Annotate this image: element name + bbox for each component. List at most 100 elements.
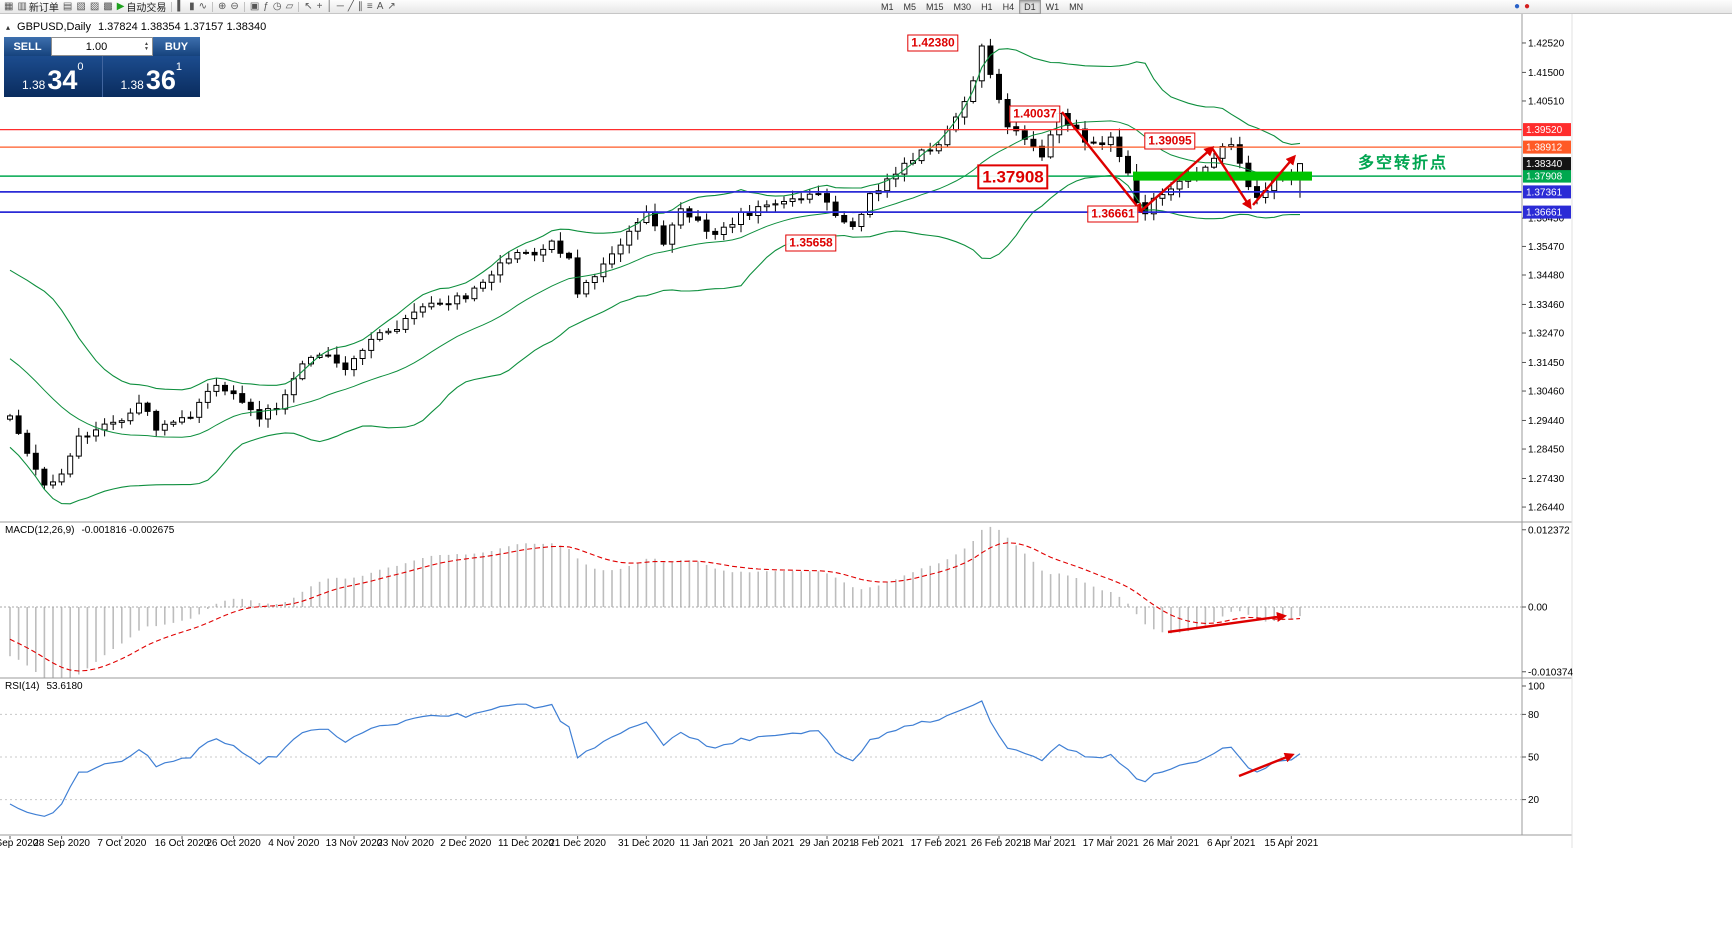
- tile-windows-icon[interactable]: ▣: [248, 0, 261, 13]
- trend-arrow[interactable]: [1210, 147, 1252, 210]
- candle-bull: [127, 412, 134, 422]
- candle-bull: [806, 193, 813, 200]
- candle-bull: [505, 258, 512, 264]
- volume-increase-button[interactable]: ▲: [144, 40, 149, 47]
- market-watch-icon[interactable]: ▨: [88, 0, 101, 13]
- bid-price-big: 34: [47, 65, 78, 95]
- candle-bear: [660, 225, 667, 245]
- line-chart-icon[interactable]: ∿: [197, 0, 209, 13]
- bid-price-prefix: 1.38: [21, 78, 46, 92]
- candle-bull: [548, 240, 555, 251]
- trend-arrow[interactable]: [1238, 752, 1295, 778]
- time-tick-label: 11 Dec 2020: [498, 838, 554, 849]
- price-tick-label: 1.30460: [1528, 387, 1565, 398]
- volume-field[interactable]: 1.00 ▲ ▼: [51, 37, 153, 56]
- candle-bull: [677, 208, 684, 226]
- chart-window-icon[interactable]: ▤: [61, 0, 74, 13]
- time-tick-label: 17 Mar 2021: [1083, 838, 1140, 849]
- charts-grid-icon[interactable]: ▦: [2, 0, 15, 13]
- trend-arrow[interactable]: [1252, 154, 1296, 206]
- candle-bull: [58, 473, 65, 483]
- candle-bull: [1107, 136, 1114, 146]
- timeframe-m30-button[interactable]: M30: [953, 2, 972, 12]
- ask-price-button[interactable]: 1.38 36 1: [103, 56, 201, 97]
- price-scale-badge: [1523, 157, 1571, 171]
- candle-bear: [41, 468, 48, 486]
- periods-icon[interactable]: ◷: [271, 0, 284, 13]
- candle-bull: [84, 435, 91, 438]
- candle-bull: [961, 101, 968, 118]
- rsi-tick-label: 80: [1528, 710, 1540, 721]
- price-scale-badge: [1523, 185, 1571, 199]
- horizontal-line-icon[interactable]: ─: [335, 0, 346, 13]
- record-icon[interactable]: ●: [1522, 1, 1532, 14]
- candle-bear: [1090, 141, 1097, 144]
- toolbar-separator: [171, 1, 173, 12]
- collapse-caret-icon[interactable]: ▴: [6, 22, 11, 32]
- channel-icon-glyph: ∥: [357, 0, 363, 12]
- price-tick-label: 1.35470: [1528, 242, 1565, 253]
- timeframe-w1-button[interactable]: W1: [1045, 2, 1060, 12]
- timeframe-m1-button[interactable]: M1: [881, 2, 894, 12]
- bar-chart-icon-glyph: ▍: [177, 0, 186, 12]
- candle-bull: [290, 378, 297, 396]
- tile-windows-icon-glyph: ▣: [249, 0, 260, 12]
- vertical-line-icon[interactable]: │: [325, 0, 335, 13]
- candle-bear: [695, 216, 701, 221]
- sell-button[interactable]: SELL: [4, 37, 51, 56]
- candle-bear: [996, 73, 1002, 100]
- timeframe-mn-button[interactable]: MN: [1069, 2, 1084, 12]
- trend-arrow[interactable]: [1140, 145, 1215, 212]
- chart-profile-icon[interactable]: ●: [1512, 1, 1522, 14]
- candle-bull: [179, 417, 185, 423]
- bar-chart-icon[interactable]: ▍: [175, 0, 187, 13]
- market-watch-icon-glyph: ▨: [89, 0, 100, 12]
- candle-bull: [1159, 194, 1166, 199]
- macd-tick-label: -0.010374: [1528, 667, 1573, 678]
- candlestick-chart-icon-glyph: ▮: [189, 0, 195, 12]
- timeframe-h1-button[interactable]: H1: [981, 2, 993, 12]
- support-zone-rect[interactable]: [1133, 171, 1312, 181]
- buy-button[interactable]: BUY: [153, 37, 200, 56]
- volume-decrease-button[interactable]: ▼: [144, 45, 149, 52]
- data-window-icon[interactable]: ▩: [101, 0, 114, 13]
- trend-arrow[interactable]: [1061, 111, 1143, 214]
- cursor-icon[interactable]: ↖: [302, 0, 314, 13]
- templates-icon[interactable]: ▱: [284, 0, 296, 13]
- candle-bull: [978, 45, 985, 82]
- candle-bear: [703, 219, 710, 232]
- data-window-icon-glyph: ▩: [103, 0, 113, 12]
- candle-bull: [325, 354, 332, 357]
- timeframe-m15-button[interactable]: M15: [926, 2, 944, 12]
- candlestick-chart-icon[interactable]: ▮: [187, 0, 197, 13]
- macd-tick-label: 0.012372: [1528, 525, 1570, 536]
- arrows-icon[interactable]: ↗: [385, 0, 397, 13]
- trendline-icon[interactable]: ╱: [346, 0, 356, 13]
- text-label-icon[interactable]: A: [375, 0, 386, 13]
- timeframe-h4-button[interactable]: H4: [1002, 2, 1015, 12]
- indicators-icon[interactable]: ƒ: [261, 0, 271, 13]
- candle-bull: [781, 201, 787, 205]
- zoom-out-icon[interactable]: ⊖: [228, 0, 240, 13]
- fibonacci-icon-glyph: ≡: [366, 0, 373, 12]
- auto-trading-button[interactable]: ▶ 自动交易: [115, 0, 169, 15]
- crosshair-icon[interactable]: +: [315, 0, 325, 13]
- fibonacci-icon[interactable]: ≡: [365, 0, 375, 13]
- price-tick-label: 1.27430: [1528, 474, 1565, 485]
- candle-bull: [755, 206, 762, 217]
- candlesticks: [7, 38, 1303, 490]
- timeframe-m5-button[interactable]: M5: [903, 2, 917, 12]
- trend-arrow[interactable]: [1167, 611, 1287, 634]
- bollinger-middle-line: [9, 120, 1301, 438]
- candle-bull: [402, 318, 409, 330]
- bid-price-button[interactable]: 1.38 34 0: [4, 56, 102, 97]
- rsi-tick-label: 100: [1528, 682, 1545, 693]
- timeframe-d1-button[interactable]: D1: [1019, 0, 1041, 14]
- channel-icon[interactable]: ∥: [356, 0, 365, 13]
- new-order-button[interactable]: ▥ 新订单: [15, 0, 60, 15]
- auto-trading-glyph: ▶: [116, 0, 125, 12]
- time-tick-label: 20 Jan 2021: [739, 838, 794, 849]
- zoom-in-icon[interactable]: ⊕: [216, 0, 228, 13]
- time-tick-label: 6 Apr 2021: [1207, 838, 1256, 849]
- profiles-icon[interactable]: ▧: [74, 0, 87, 13]
